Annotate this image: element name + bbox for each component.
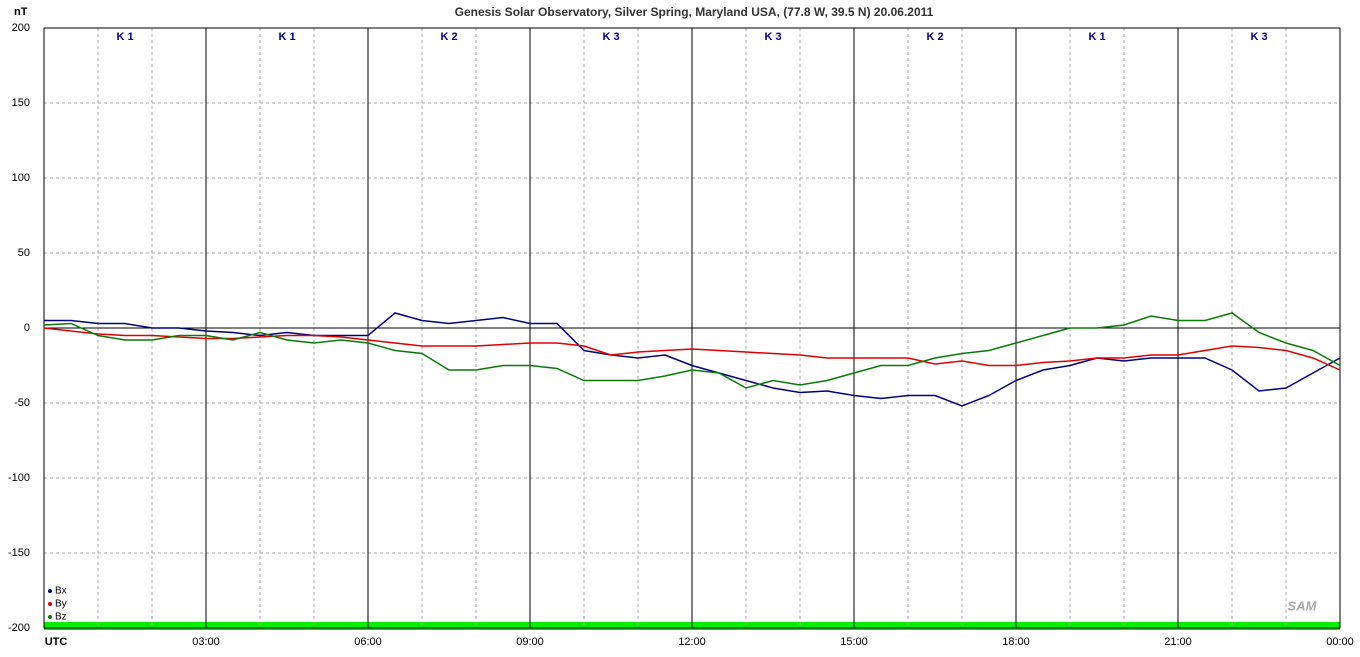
x-tick-label: 21:00	[1164, 636, 1192, 648]
x-tick-label: 00:00	[1326, 636, 1354, 648]
k-index-label: K 1	[278, 31, 295, 43]
y-tick-label: -200	[8, 622, 30, 634]
x-tick-label: 09:00	[516, 636, 544, 648]
y-axis-label: nT	[14, 6, 28, 18]
legend-label: Bz	[55, 612, 67, 623]
y-tick-label: -50	[14, 397, 30, 409]
series-line	[43, 312, 1341, 389]
x-tick-label: 06:00	[354, 636, 382, 648]
y-tick-label: 200	[12, 22, 30, 34]
x-tick-label: 12:00	[678, 636, 706, 648]
series-line	[44, 312, 1341, 407]
y-tick-label: 50	[18, 247, 30, 259]
legend-label: By	[55, 599, 67, 610]
y-tick-label: 0	[24, 322, 30, 334]
series-line	[43, 327, 1341, 371]
k-index-label: K 2	[440, 31, 457, 43]
legend-marker	[48, 602, 52, 606]
logo: SAM	[1288, 598, 1318, 613]
y-tick-label: -100	[8, 472, 30, 484]
y-tick-label: -150	[8, 547, 30, 559]
k-index-label: K 3	[1250, 31, 1267, 43]
k-index-label: K 3	[764, 31, 781, 43]
legend-label: Bx	[55, 586, 67, 597]
x-tick-label: 18:00	[1002, 636, 1030, 648]
y-tick-label: 100	[12, 172, 30, 184]
chart-title: Genesis Solar Observatory, Silver Spring…	[455, 5, 934, 19]
legend-marker	[48, 589, 52, 593]
k-index-label: K 3	[602, 31, 619, 43]
legend-marker	[48, 615, 52, 619]
x-tick-label: 15:00	[840, 636, 868, 648]
x-tick-label: UTC	[45, 636, 68, 648]
k-index-label: K 2	[926, 31, 943, 43]
k-index-label: K 1	[1088, 31, 1105, 43]
k-index-label: K 1	[116, 31, 133, 43]
y-tick-label: 150	[12, 97, 30, 109]
x-tick-label: 03:00	[192, 636, 220, 648]
